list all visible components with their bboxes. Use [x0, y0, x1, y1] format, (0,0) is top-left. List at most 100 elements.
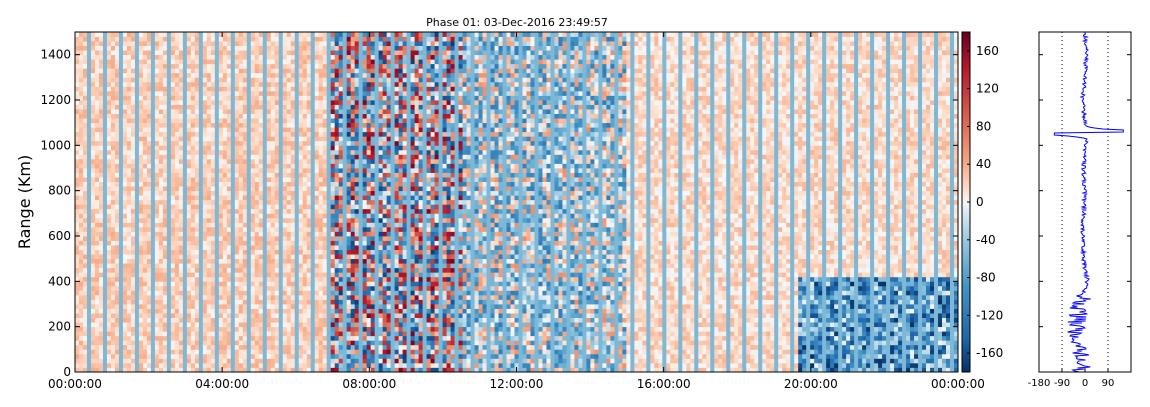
- heatmap-cell: [102, 109, 108, 114]
- heatmap-cell: [226, 254, 232, 260]
- heatmap-cell: [134, 131, 140, 137]
- heatmap-cell: [286, 317, 292, 323]
- heatmap-cell: [322, 122, 328, 128]
- heatmap-cell: [122, 208, 128, 214]
- heatmap-cell: [294, 335, 300, 341]
- heatmap-cell: [242, 72, 248, 78]
- heatmap-cell: [186, 208, 192, 214]
- heatmap-cell: [202, 122, 208, 128]
- heatmap-cell: [254, 290, 260, 296]
- heatmap-cell: [138, 199, 144, 205]
- heatmap-cell: [294, 217, 300, 223]
- heatmap-cell: [190, 63, 196, 69]
- heatmap-cell: [314, 263, 320, 269]
- heatmap-cell: [234, 199, 240, 205]
- heatmap-cell: [146, 118, 152, 124]
- heatmap-cell: [322, 140, 328, 146]
- heatmap-cell: [142, 81, 148, 87]
- heatmap-cell: [206, 263, 212, 269]
- heatmap-cell: [130, 131, 136, 137]
- heatmap-cell: [278, 294, 284, 300]
- heatmap-cell: [106, 36, 112, 42]
- heatmap-cell: [154, 113, 160, 119]
- heatmap-cell: [146, 145, 152, 151]
- heatmap-cell: [234, 254, 240, 260]
- heatmap-cell: [246, 50, 252, 56]
- heatmap-cell: [138, 208, 144, 214]
- heatmap-cell: [214, 217, 220, 223]
- heatmap-cell: [114, 186, 120, 192]
- heatmap-cell: [114, 349, 120, 355]
- heatmap-cell: [186, 113, 192, 119]
- heatmap-cell: [194, 272, 200, 278]
- heatmap-cell: [110, 240, 116, 246]
- heatmap-cell: [126, 322, 132, 328]
- heatmap-cell: [246, 168, 252, 173]
- heatmap-cell: [126, 109, 132, 114]
- heatmap-cell: [98, 335, 104, 341]
- heatmap-cell: [130, 186, 136, 192]
- heatmap-cell: [274, 267, 280, 273]
- heatmap-cell: [246, 118, 252, 124]
- heatmap-cell: [242, 140, 248, 146]
- heatmap-cell: [266, 353, 272, 359]
- heatmap-cell: [286, 154, 292, 160]
- heatmap-cell: [174, 344, 180, 350]
- heatmap-cell: [198, 181, 204, 187]
- heatmap-cell: [170, 90, 176, 96]
- heatmap-cell: [314, 294, 320, 300]
- heatmap-cell: [234, 149, 240, 155]
- heatmap-cell: [218, 344, 224, 350]
- heatmap-cell: [154, 154, 160, 160]
- heatmap-cell: [150, 140, 156, 146]
- heatmap-cell: [178, 149, 184, 155]
- heatmap-cell: [110, 181, 116, 187]
- heatmap-cell: [266, 81, 272, 87]
- heatmap-cell: [82, 140, 88, 146]
- heatmap-cell: [238, 59, 244, 65]
- heatmap-cell: [118, 335, 124, 341]
- heatmap-cell: [222, 145, 228, 151]
- heatmap-cell: [114, 63, 120, 69]
- heatmap-cell: [298, 217, 304, 223]
- heatmap-cell: [134, 358, 140, 364]
- heatmap-cell: [146, 195, 152, 201]
- heatmap-cell: [210, 340, 216, 346]
- heatmap-cell: [82, 122, 88, 128]
- heatmap-cell: [158, 367, 164, 373]
- heatmap-cell: [282, 231, 288, 237]
- heatmap-cell: [190, 322, 196, 328]
- heatmap-cell: [246, 113, 252, 119]
- heatmap-cell: [282, 299, 288, 305]
- heatmap-cell: [250, 276, 256, 282]
- heatmap-cell: [102, 322, 108, 328]
- heatmap-cell: [126, 163, 132, 169]
- heatmap-cell: [79, 308, 84, 314]
- heatmap-cell: [154, 340, 160, 346]
- heatmap-cell: [138, 294, 144, 300]
- heatmap-cell: [298, 81, 304, 87]
- heatmap-cell: [330, 32, 336, 37]
- heatmap-cell: [318, 68, 324, 74]
- heatmap-cell: [194, 358, 200, 364]
- heatmap-cell: [138, 344, 144, 350]
- heatmap-cell: [182, 263, 188, 269]
- heatmap-cell: [306, 249, 312, 255]
- heatmap-cell: [302, 294, 308, 300]
- heatmap-cell: [234, 104, 240, 110]
- heatmap-cell: [282, 317, 288, 323]
- heatmap-cell: [262, 208, 268, 214]
- heatmap-cell: [242, 104, 248, 110]
- heatmap-cell: [282, 186, 288, 192]
- heatmap-cell: [82, 353, 88, 359]
- heatmap-cell: [150, 313, 156, 318]
- heatmap-cell: [106, 118, 112, 124]
- heatmap-cell: [102, 245, 108, 250]
- heatmap-cell: [194, 254, 200, 260]
- heatmap-cell: [182, 32, 188, 37]
- heatmap-cell: [198, 258, 204, 264]
- heatmap-cell: [222, 367, 228, 373]
- heatmap-cell: [318, 304, 324, 309]
- heatmap-cell: [330, 276, 336, 282]
- heatmap-cell: [242, 45, 248, 51]
